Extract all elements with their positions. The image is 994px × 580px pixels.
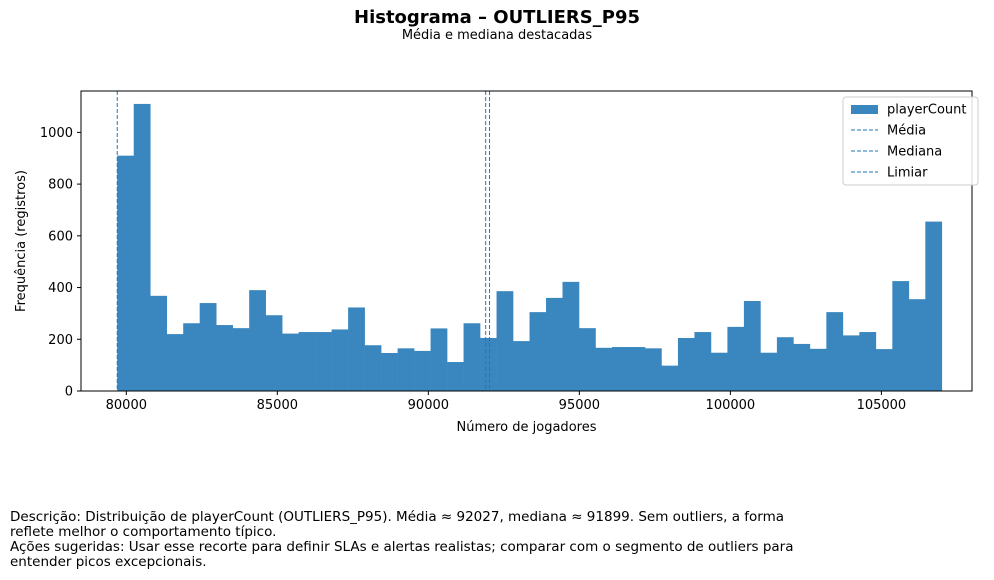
histogram-bar xyxy=(892,281,910,391)
histogram-bar xyxy=(381,352,398,391)
histogram-bar xyxy=(315,332,332,391)
histogram-bar xyxy=(661,365,679,391)
y-axis-label: Frequência (registros) xyxy=(14,170,29,312)
histogram-bar xyxy=(793,343,811,391)
histogram-bar xyxy=(529,312,547,391)
y-tick-label: 0 xyxy=(65,385,73,400)
histogram-bar xyxy=(447,362,464,391)
histogram-bar xyxy=(595,347,613,391)
histogram-bar xyxy=(414,350,431,391)
histogram-bar xyxy=(562,281,580,391)
legend-label: Média xyxy=(887,124,926,139)
description-text: Descrição: Distribuição de playerCount (… xyxy=(10,509,785,540)
x-tick-label: 80000 xyxy=(106,398,147,413)
histogram-bar xyxy=(249,290,266,391)
x-axis-label: Número de jogadores xyxy=(457,420,597,435)
histogram-bar xyxy=(743,301,761,391)
y-tick-label: 200 xyxy=(48,333,73,348)
reference-lines xyxy=(116,91,491,391)
x-tick-label: 85000 xyxy=(257,398,298,413)
legend-swatch xyxy=(851,105,878,114)
histogram-bar xyxy=(677,337,695,391)
histogram-bar xyxy=(727,326,745,391)
x-axis: 80000 85000 90000 95000 100000 105000 xyxy=(106,391,907,413)
histogram-bar xyxy=(859,332,877,391)
histogram-bar xyxy=(513,341,530,391)
legend-label: Limiar xyxy=(887,166,928,181)
legend: playerCount Média Mediana Limiar xyxy=(842,96,979,186)
histogram-bars xyxy=(117,103,943,392)
histogram-bar xyxy=(232,328,250,391)
legend-label: Mediana xyxy=(887,145,942,160)
histogram-bar xyxy=(611,347,629,391)
histogram-bar xyxy=(199,303,217,391)
histogram-bar xyxy=(496,291,514,391)
histogram-bar xyxy=(216,325,233,391)
histogram-bar xyxy=(578,328,596,391)
x-tick-label: 95000 xyxy=(559,398,600,413)
histogram-bar xyxy=(298,332,316,391)
histogram-bar xyxy=(166,334,184,391)
histogram-chart: 80000 85000 90000 95000 100000 105000 0 200 400… xyxy=(14,90,979,435)
legend-box xyxy=(842,96,979,186)
histogram-bar xyxy=(430,328,448,391)
histogram-bar xyxy=(133,103,151,392)
histogram-bar xyxy=(364,345,382,391)
chart-title: Histograma – OUTLIERS_P95 xyxy=(354,7,640,28)
histogram-bar xyxy=(694,332,712,391)
histogram-bar xyxy=(397,348,415,391)
histogram-bar xyxy=(331,329,349,391)
histogram-bar xyxy=(265,315,283,391)
histogram-bar xyxy=(150,295,168,391)
histogram-bar xyxy=(760,352,778,391)
y-tick-label: 1000 xyxy=(40,126,73,141)
histogram-bar xyxy=(480,337,497,391)
y-tick-label: 800 xyxy=(48,178,73,193)
histogram-bar xyxy=(546,297,563,391)
histogram-bar xyxy=(117,155,135,391)
histogram-bar xyxy=(463,323,481,391)
x-tick-label: 90000 xyxy=(408,398,449,413)
plot-frame xyxy=(80,90,973,392)
x-tick-label: 100000 xyxy=(706,398,756,413)
histogram-bar xyxy=(925,221,943,391)
legend-label: playerCount xyxy=(887,103,966,118)
histogram-bar xyxy=(644,348,662,391)
histogram-bar xyxy=(875,349,893,391)
histogram-bar xyxy=(809,348,827,391)
histogram-bar xyxy=(282,333,299,391)
y-axis: 0 200 400 600 800 1000 xyxy=(40,126,81,400)
histogram-bar xyxy=(183,323,200,391)
histogram-bar xyxy=(908,299,926,391)
histogram-bar xyxy=(628,347,646,391)
y-tick-label: 600 xyxy=(48,229,73,244)
y-tick-label: 400 xyxy=(48,281,73,296)
histogram-bar xyxy=(348,307,365,391)
histogram-bar xyxy=(842,335,860,391)
x-tick-label: 105000 xyxy=(857,398,907,413)
chart-subtitle: Média e mediana destacadas xyxy=(401,28,593,43)
histogram-bar xyxy=(710,352,728,391)
suggested-actions-text: Ações sugeridas: Usar esse recorte para … xyxy=(10,539,794,570)
histogram-bar xyxy=(776,337,794,391)
histogram-bar xyxy=(826,312,844,391)
